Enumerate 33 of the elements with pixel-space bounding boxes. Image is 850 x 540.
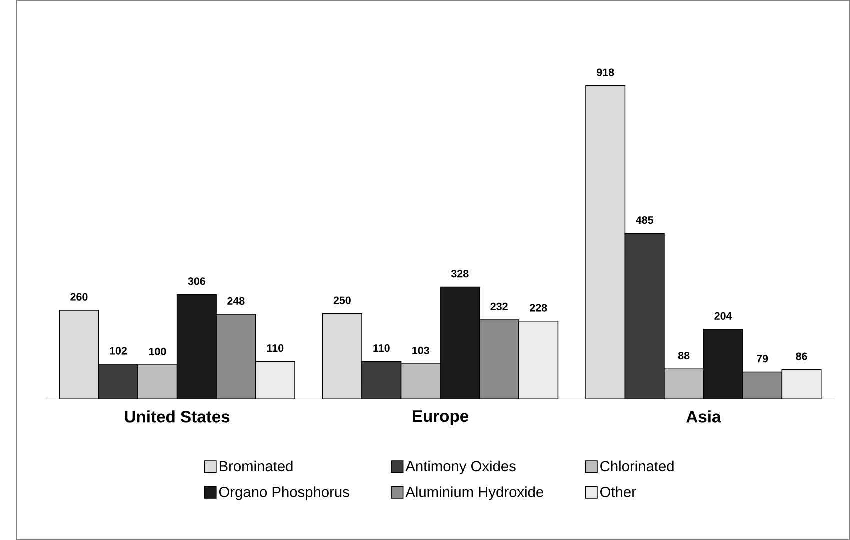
legend-label: Organo Phosphorus [219, 486, 350, 500]
data-label: 250 [334, 296, 351, 304]
data-label: 306 [188, 277, 206, 286]
data-label: 485 [636, 216, 654, 224]
legend-label: Brominated [220, 460, 293, 472]
data-label: 79 [757, 354, 768, 362]
x-tick-label: Europe [413, 410, 469, 426]
data-label: 103 [412, 346, 430, 354]
bar [400, 363, 441, 399]
legend-label: Other [600, 486, 636, 498]
data-label: 102 [110, 347, 128, 355]
data-label: 110 [374, 344, 390, 352]
legend-label: Aluminium Hydroxide [406, 486, 544, 500]
data-label: 228 [530, 304, 548, 312]
bar [664, 368, 704, 399]
legend-label: Antimony Oxides [406, 460, 516, 474]
data-label: 110 [267, 344, 284, 352]
data-label: 918 [597, 68, 614, 76]
bar [624, 233, 665, 399]
data-label: 232 [490, 302, 508, 310]
data-label: 86 [796, 352, 808, 360]
bar [138, 364, 178, 399]
x-tick-label: United States [125, 410, 230, 423]
legend-label: Chlorinated [600, 460, 674, 472]
bar [362, 361, 402, 399]
data-label: 204 [714, 312, 732, 320]
data-label: 328 [451, 270, 469, 278]
data-label: 88 [678, 352, 690, 360]
bar [98, 364, 138, 399]
x-tick-label: Asia [686, 410, 722, 423]
data-label: 248 [228, 297, 245, 305]
data-label: 100 [149, 348, 166, 356]
data-label: 260 [70, 293, 88, 301]
